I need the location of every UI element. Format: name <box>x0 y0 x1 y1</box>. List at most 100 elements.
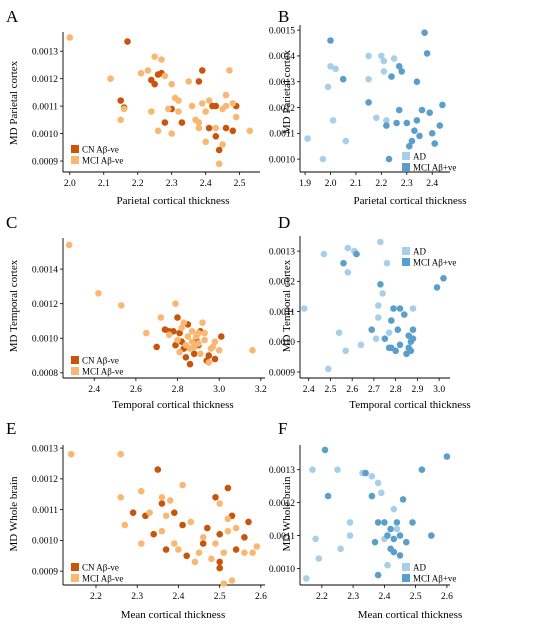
panel-d-x-tick-label: 2.9 <box>411 385 423 395</box>
panel-e-point-series-0 <box>179 521 186 529</box>
panel-d-point-series-0 <box>320 250 328 258</box>
panel-f-legend-swatch-0 <box>402 563 410 571</box>
panel-c-point-series-0 <box>176 329 183 337</box>
panel-d-point-series-1 <box>353 250 360 258</box>
panel-d-x-tick-label: 3.0 <box>433 385 445 395</box>
panel-e-point-series-1 <box>212 540 219 547</box>
panel-b-legend-label-1: MCI Aβ+ve <box>413 163 456 173</box>
panel-a-point-series-1 <box>219 141 226 148</box>
panel-f-x-tick-label: 2.4 <box>378 592 390 602</box>
panel-d-x-tick-label: 2.5 <box>324 385 336 395</box>
panel-f-y-tick-label: 0.0012 <box>269 499 295 509</box>
panel-d-legend: AD MCI Aβ+ve <box>402 247 456 268</box>
panel-a: A Parietal cortical thickness MD Parieta… <box>6 7 260 207</box>
panel-b-point-series-1 <box>403 119 411 127</box>
panel-a-point-series-0 <box>199 67 206 74</box>
panel-e-point-series-1 <box>232 524 240 532</box>
panel-e-point-series-1 <box>158 527 166 535</box>
panel-b-point-series-1 <box>418 106 426 114</box>
panel-a-point-series-1 <box>199 100 206 107</box>
panel-e-x-tick-label: 2.2 <box>90 592 102 602</box>
panel-a-x-tick-label: 2.3 <box>166 179 178 189</box>
panel-b-x-tick-label: 2.2 <box>375 179 387 189</box>
panel-e-legend-label-1: MCI Aβ-ve <box>82 574 123 584</box>
panel-a-point-series-1 <box>246 127 254 135</box>
panel-a-y-tick-label: 0.0013 <box>32 48 58 58</box>
panel-f-x-tick-label: 2.6 <box>441 592 453 602</box>
panel-b-point-series-1 <box>411 127 418 134</box>
panel-e-y-tick-label: 0.0011 <box>32 506 58 516</box>
panel-e-point-series-1 <box>216 500 223 507</box>
panel-e-point-series-1 <box>171 540 178 547</box>
panel-c-x-axis-title: Temporal cortical thickness <box>112 399 233 411</box>
panel-d-x-axis-title: Temporal cortical thickness <box>349 399 470 411</box>
panel-d-y-tick-label: 0.0013 <box>269 247 295 257</box>
panel-e-point-series-0 <box>241 534 248 541</box>
panel-c-point-series-1 <box>188 328 196 335</box>
panel-b-point-series-0 <box>332 65 339 73</box>
panel-e-point-series-0 <box>158 500 166 507</box>
panel-f-point-series-0 <box>368 473 376 480</box>
panel-e-point-series-1 <box>228 577 236 584</box>
panel-a-point-series-0 <box>229 127 237 135</box>
panel-a-point-series-1 <box>148 108 155 115</box>
panel-c-point-series-0 <box>172 341 179 349</box>
panel-e-point-series-1 <box>249 549 256 556</box>
panel-f-y-axis-title: MD Whole brain <box>281 476 293 551</box>
panel-a-point-series-1 <box>165 105 172 113</box>
panel-e-point-series-1 <box>179 481 186 489</box>
panel-a-point-series-1 <box>205 97 213 104</box>
panel-b-y-tick-label: 0.0011 <box>269 130 295 140</box>
panel-a-y-axis-title: MD Parietal cortex <box>8 60 20 145</box>
panel-b-y-tick-label: 0.0010 <box>269 155 295 165</box>
panel-d-legend-label-1: MCI Aβ+ve <box>413 258 456 268</box>
panel-e-point-series-1 <box>121 521 129 529</box>
panel-a-point-series-1 <box>195 119 203 126</box>
panel-a-point-series-1 <box>188 102 196 110</box>
panel-c-y-tick-label: 0.0008 <box>32 369 58 379</box>
panel-e-point-series-1 <box>208 555 215 563</box>
panel-b-point-series-0 <box>327 63 334 70</box>
panel-c-point-series-1 <box>143 329 150 337</box>
panel-c-point-series-0 <box>182 354 190 361</box>
panel-d-point-series-1 <box>396 305 404 312</box>
panel-e-letter: E <box>6 419 16 438</box>
panel-d-point-series-0 <box>409 305 417 312</box>
panel-c-point-series-1 <box>95 290 102 297</box>
panel-e-point-series-1 <box>175 546 182 553</box>
panel-d-legend-label-0: AD <box>413 247 426 257</box>
panel-b: B Parietal cortical thickness MD Parieta… <box>269 7 467 207</box>
panel-a-x-tick-label: 2.2 <box>132 179 144 189</box>
panel-d-point-series-0 <box>357 341 365 349</box>
panel-c-x-tick-label: 2.8 <box>172 385 184 395</box>
panel-a-x-tick-label: 2.4 <box>200 179 212 189</box>
panel-f: F Mean cortical thickness MD Whole brain… <box>269 419 462 621</box>
panel-e-point-series-0 <box>150 530 157 538</box>
panel-a-point-series-0 <box>212 133 220 140</box>
panel-f-point-series-1 <box>374 571 382 579</box>
panel-e-point-series-1 <box>195 549 203 556</box>
panel-d-point-series-0 <box>372 335 380 343</box>
panel-a-point-series-0 <box>124 38 131 45</box>
panel-b-point-series-1 <box>398 68 406 75</box>
panel-b-point-series-0 <box>383 117 390 124</box>
panel-b-point-series-0 <box>304 135 311 142</box>
panel-c-legend-label-1: MCI Aβ-ve <box>82 367 123 377</box>
panel-d-point-series-1 <box>388 317 395 324</box>
panel-a-x-tick-label: 2.0 <box>64 179 76 189</box>
panel-e-x-axis-title: Mean cortical thickness <box>121 609 225 621</box>
panel-b-y-tick-label: 0.0015 <box>269 26 295 36</box>
panel-e-point-series-1 <box>138 540 145 547</box>
panel-c: C Temporal cortical thickness MD Tempora… <box>6 213 267 411</box>
panel-a-point-series-0 <box>161 119 169 126</box>
panel-c-point-series-0 <box>190 350 198 358</box>
panel-f-point-series-1 <box>390 535 398 543</box>
panel-e-x-tick-label: 2.4 <box>172 592 184 602</box>
panel-a-point-series-1 <box>144 67 152 74</box>
panel-f-legend-label-0: AD <box>413 563 426 573</box>
panel-f-x-tick-label: 2.5 <box>410 592 422 602</box>
panel-f-point-series-0 <box>303 575 310 582</box>
panel-f-point-series-0 <box>312 535 319 543</box>
panel-d-point-series-0 <box>375 302 382 309</box>
panel-e-point-series-0 <box>199 540 207 547</box>
